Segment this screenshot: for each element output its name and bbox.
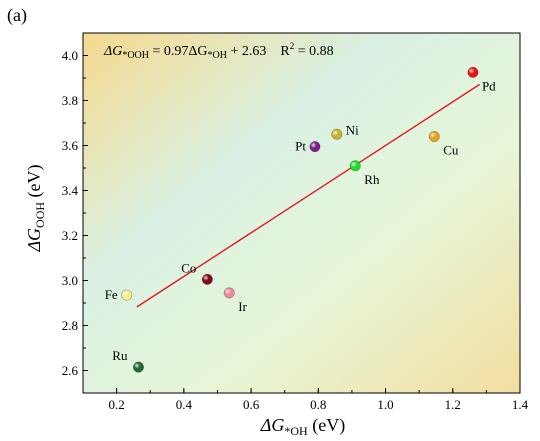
- point-label: Co: [181, 260, 196, 275]
- point-label: Ni: [346, 122, 359, 137]
- x-title-sub: *OH: [284, 424, 308, 438]
- y-title-suffix: (eV): [24, 164, 45, 201]
- fit-line: [136, 83, 481, 308]
- x-axis-title: ΔG*OH (eV): [260, 415, 345, 438]
- y-tick-label: 4.0: [62, 48, 78, 63]
- y-tick-label: 2.6: [62, 363, 79, 378]
- x-tick-label: 1.2: [445, 397, 461, 412]
- y-tick-label: 3.0: [62, 273, 78, 288]
- point-marker-shine: [467, 67, 479, 78]
- point-marker-shine: [350, 160, 361, 171]
- eq-mid-sub: *OH: [208, 50, 227, 61]
- y-tick-label: 3.6: [62, 138, 79, 153]
- x-tick-label: 0.2: [108, 397, 124, 412]
- y-tick-label: 2.8: [62, 318, 78, 333]
- point-marker-shine: [121, 289, 132, 301]
- point-ir: Ir: [223, 287, 248, 314]
- point-co: Co: [181, 260, 213, 285]
- x-axis-ticks: 0.2 0.4 0.6 0.8 1.0 1.2 1.4: [82, 388, 529, 412]
- point-marker-shine: [331, 129, 342, 140]
- eq-r2-sup: 2: [290, 41, 295, 51]
- y-title-prefix: ΔG: [24, 228, 44, 253]
- x-title-prefix: ΔG: [260, 415, 285, 435]
- point-rh: Rh: [349, 160, 380, 187]
- y-tick-label: 3.2: [62, 228, 78, 243]
- x-tick-label: 0.4: [176, 397, 193, 412]
- panel-label: (a): [7, 5, 27, 26]
- x-tick-label: 0.6: [243, 397, 260, 412]
- point-pd: Pd: [467, 66, 496, 93]
- point-ru: Ru: [112, 348, 144, 373]
- eq-r2: R: [280, 44, 290, 59]
- x-title-suffix: (eV): [308, 415, 345, 436]
- data-points: Ru Fe Co Ir Pt Ni Rh Cu Pd: [105, 66, 496, 373]
- point-ni: Ni: [331, 122, 359, 140]
- point-fe: Fe: [105, 287, 133, 302]
- y-tick-label: 3.8: [62, 93, 78, 108]
- x-tick-label: 1.4: [512, 397, 529, 412]
- point-label: Rh: [364, 172, 380, 187]
- eq-mid: = 0.97ΔG: [149, 44, 208, 59]
- point-pt: Pt: [295, 139, 321, 154]
- y-axis-title: ΔGOOH (eV): [24, 164, 47, 252]
- eq-rhs: + 2.63: [227, 44, 266, 59]
- x-tick-label: 1.0: [377, 397, 393, 412]
- x-tick-label: 0.8: [310, 397, 326, 412]
- regression-equation: ΔG*OOH = 0.97ΔG*OH + 2.63 R2 = 0.88: [103, 41, 334, 61]
- point-marker-shine: [429, 131, 440, 142]
- point-marker-shine: [202, 274, 213, 285]
- point-label: Cu: [443, 143, 459, 158]
- point-label: Ir: [238, 299, 247, 314]
- point-label: Pd: [482, 78, 496, 93]
- y-title-sub: OOH: [33, 202, 47, 228]
- point-cu: Cu: [428, 131, 459, 158]
- point-label: Fe: [105, 287, 118, 302]
- point-marker-shine: [133, 361, 144, 373]
- eq-lhs: ΔG: [103, 44, 122, 59]
- eq-r2-val: = 0.88: [294, 44, 333, 59]
- y-tick-label: 3.4: [62, 183, 79, 198]
- plot-background: [82, 32, 521, 394]
- eq-lhs-sub: *OOH: [122, 50, 149, 61]
- y-axis-ticks: 2.6 2.8 3.0 3.2 3.4 3.6 3.8 4.0: [62, 48, 88, 378]
- point-marker-shine: [224, 287, 235, 299]
- point-label: Pt: [295, 139, 306, 154]
- point-label: Ru: [112, 348, 128, 363]
- point-marker-shine: [309, 141, 321, 152]
